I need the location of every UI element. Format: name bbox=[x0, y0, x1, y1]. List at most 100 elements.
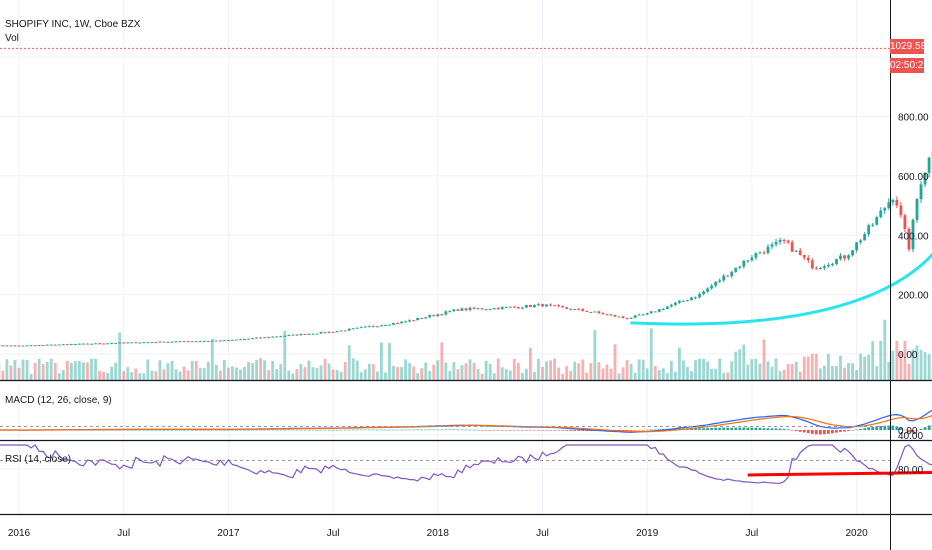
macd-histogram-bar bbox=[911, 430, 915, 433]
price-tick-label: 600.00 bbox=[898, 172, 929, 183]
candle bbox=[303, 334, 307, 336]
candle bbox=[581, 309, 585, 311]
candle bbox=[798, 250, 802, 255]
candle bbox=[911, 219, 915, 250]
volume-bar bbox=[61, 369, 65, 380]
signal-line bbox=[0, 415, 932, 433]
macd-histogram-bar bbox=[887, 425, 891, 430]
candle bbox=[746, 260, 750, 262]
rsi-legend[interactable]: RSI (14, close) bbox=[5, 454, 72, 465]
candle bbox=[311, 333, 315, 335]
macd-histogram-bar bbox=[637, 430, 641, 431]
macd-histogram-bar bbox=[790, 430, 794, 431]
macd-histogram-bar bbox=[259, 429, 263, 431]
volume-bar bbox=[895, 340, 899, 380]
volume-bar bbox=[460, 365, 464, 380]
macd-histogram-bar bbox=[323, 429, 327, 431]
price-axis[interactable]: 800.00 600.00 400.00 200.00 0.00 0.00 80.00 40.… bbox=[898, 113, 929, 477]
volume-bar bbox=[919, 349, 923, 380]
time-tick-label: 2018 bbox=[427, 528, 450, 539]
candle bbox=[287, 335, 291, 337]
candle bbox=[669, 304, 673, 307]
volume-bar bbox=[573, 361, 577, 380]
volume-bar bbox=[343, 361, 347, 380]
volume-bar bbox=[5, 359, 9, 380]
macd-histogram-bar bbox=[432, 429, 436, 431]
macd-histogram-bar bbox=[460, 429, 464, 431]
macd-histogram-bar bbox=[641, 430, 645, 431]
volume-bar bbox=[504, 369, 508, 380]
volume-bar bbox=[903, 340, 907, 380]
volume-bar bbox=[585, 372, 589, 380]
candle bbox=[883, 208, 887, 211]
time-tick-label: 2017 bbox=[217, 528, 240, 539]
candle bbox=[299, 334, 303, 336]
macd-histogram-bar bbox=[585, 430, 589, 432]
candle bbox=[899, 205, 903, 216]
volume-bar bbox=[766, 361, 770, 380]
time-tick-label: 2019 bbox=[636, 528, 659, 539]
candle bbox=[267, 337, 271, 339]
candlesticks[interactable] bbox=[0, 43, 932, 347]
candle bbox=[617, 316, 621, 318]
macd-histogram-bar bbox=[231, 429, 234, 431]
countdown-tag: 02:50:22 bbox=[890, 58, 929, 73]
volume-bar bbox=[190, 361, 194, 380]
macd-histogram-bar bbox=[182, 429, 186, 431]
candle bbox=[279, 336, 283, 338]
candle bbox=[222, 340, 226, 342]
symbol-legend[interactable]: SHOPIFY INC, 1W, Cboe BZX bbox=[5, 19, 141, 30]
candle bbox=[597, 311, 601, 314]
macd-legend[interactable]: MACD (12, 26, close, 9) bbox=[5, 395, 112, 406]
volume-bar bbox=[73, 361, 77, 380]
volume-bar bbox=[629, 363, 633, 380]
candle bbox=[774, 241, 778, 245]
macd-histogram-bar bbox=[162, 429, 166, 431]
macd-histogram-bar bbox=[698, 428, 701, 430]
candle bbox=[653, 311, 657, 313]
macd-histogram-bar bbox=[722, 427, 726, 430]
volume-bar bbox=[678, 347, 681, 380]
volume-legend[interactable]: Vol bbox=[5, 33, 19, 44]
candle bbox=[65, 344, 69, 346]
macd-histogram-bar bbox=[806, 430, 810, 434]
candle bbox=[388, 324, 391, 326]
volume-bar bbox=[665, 373, 669, 380]
macd-histogram-bar bbox=[279, 429, 283, 431]
candle bbox=[641, 314, 645, 316]
macd-histogram-bar bbox=[645, 429, 649, 431]
volume-bar bbox=[774, 358, 778, 380]
macd-histogram-bar bbox=[843, 430, 846, 432]
macd-histogram-bar bbox=[303, 429, 307, 431]
volume-bar bbox=[601, 368, 605, 380]
volume-bar bbox=[553, 358, 556, 380]
macd-histogram-bar bbox=[673, 428, 677, 430]
candle bbox=[814, 268, 818, 270]
macd-histogram-bar bbox=[500, 430, 504, 431]
candle bbox=[750, 257, 754, 261]
macd-histogram-bar bbox=[831, 430, 834, 434]
candle bbox=[678, 300, 681, 303]
macd-histogram-bar bbox=[235, 429, 238, 431]
macd-histogram-bar bbox=[448, 429, 452, 430]
volume-bar bbox=[923, 352, 927, 380]
macd-histogram-bar bbox=[569, 430, 573, 431]
volume-bar bbox=[911, 349, 915, 380]
candle bbox=[682, 300, 685, 302]
candle bbox=[806, 257, 810, 261]
macd-histogram-bar bbox=[315, 429, 319, 431]
volume-bar bbox=[452, 362, 456, 380]
volume-bar bbox=[589, 363, 593, 380]
time-axis[interactable]: 2016Jul2017Jul2018Jul2019Jul2020Jul2021J… bbox=[8, 528, 932, 539]
macd-histogram-bar bbox=[134, 429, 138, 431]
volume-bar bbox=[412, 366, 416, 380]
candle bbox=[665, 306, 669, 309]
macd-histogram-bar bbox=[541, 430, 544, 431]
macd-histogram-bar bbox=[919, 428, 923, 430]
macd-histogram-bar bbox=[319, 429, 323, 431]
candle bbox=[605, 314, 609, 316]
volume-bar bbox=[673, 371, 677, 380]
candle bbox=[621, 316, 625, 318]
